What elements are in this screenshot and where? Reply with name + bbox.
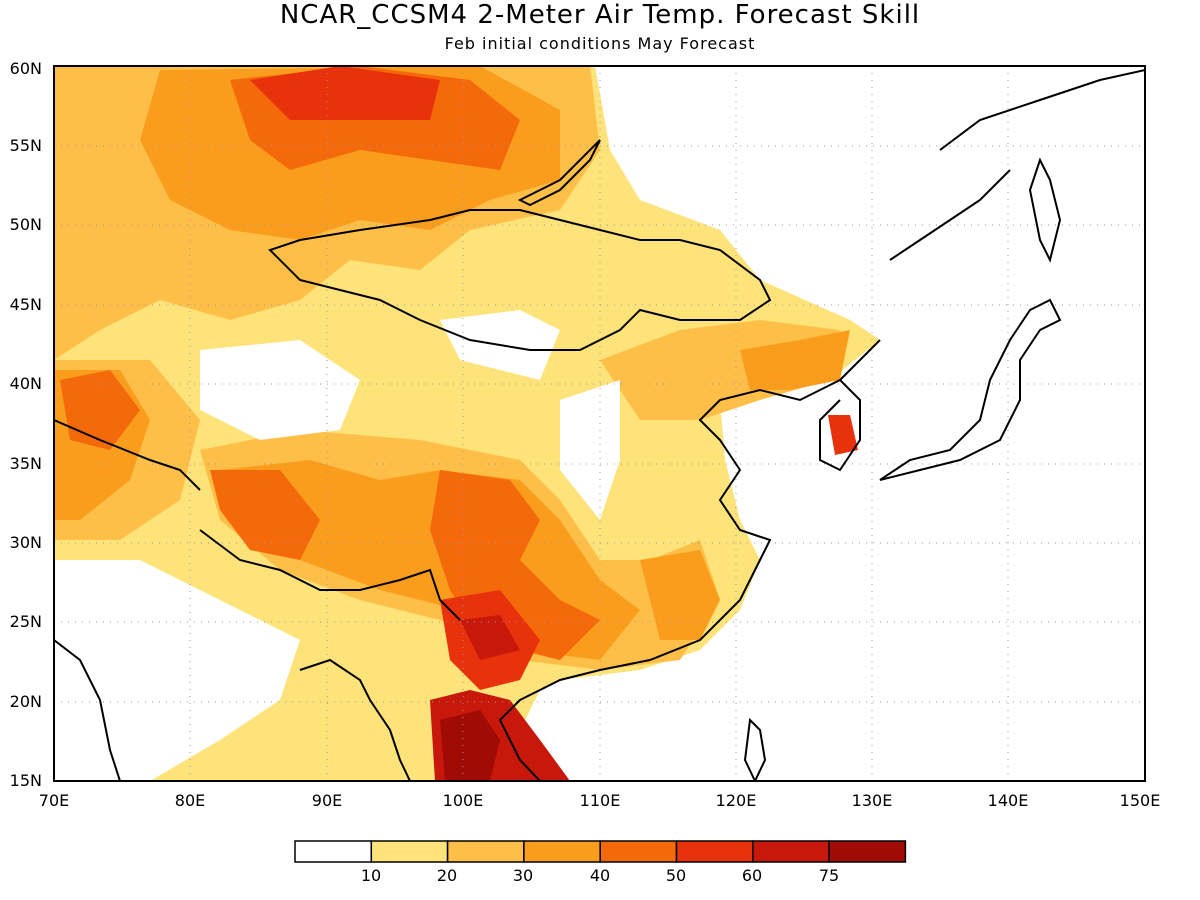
skill-region-below-10 xyxy=(200,340,360,440)
lon-tick-label: 100E xyxy=(443,791,484,810)
lon-tick-label: 120E xyxy=(716,791,757,810)
lon-tick-label: 90E xyxy=(312,791,342,810)
border-china-north xyxy=(268,209,772,351)
skill-region-75-plus xyxy=(440,710,500,781)
lon-tick-label: 70E xyxy=(39,791,69,810)
lon-tick-label: 110E xyxy=(580,791,621,810)
skill-fill-layer xyxy=(54,66,880,781)
colorbar-box xyxy=(370,840,449,863)
colorbar-box xyxy=(446,840,525,863)
skill-region-40-50 xyxy=(210,470,320,560)
coastline-india xyxy=(54,639,121,781)
lat-axis: 15N 20N 25N 30N 35N 40N 45N 50N 55N 60N xyxy=(10,59,42,790)
lon-tick-label: 150E xyxy=(1120,791,1161,810)
map-frame xyxy=(53,65,1146,782)
colorbar-box xyxy=(294,840,373,863)
coastline-bay-of-bengal xyxy=(299,658,411,781)
skill-region-below-10 xyxy=(54,560,300,781)
lat-tick-label: 50N xyxy=(10,215,42,234)
lat-tick-label: 15N xyxy=(10,771,42,790)
skill-region-60-75 xyxy=(460,615,520,660)
lon-tick-label: 80E xyxy=(175,791,205,810)
lake-baikal xyxy=(517,139,601,207)
colorbar: 10 20 30 40 50 60 75 xyxy=(294,840,907,885)
map-title: NCAR_CCSM4 2-Meter Air Temp. Forecast Sk… xyxy=(279,0,921,30)
skill-region-30-40 xyxy=(640,550,720,640)
colorbar-label: 75 xyxy=(819,866,839,885)
coastline-east-asia xyxy=(498,339,881,781)
coastline-korea xyxy=(819,379,861,472)
colorbar-label: 10 xyxy=(361,866,381,885)
coastline-taiwan xyxy=(743,717,767,781)
border-himalaya xyxy=(199,529,461,621)
lon-tick-label: 140E xyxy=(988,791,1029,810)
lon-tick-label: 130E xyxy=(852,791,893,810)
lat-tick-label: 30N xyxy=(10,533,42,552)
colorbar-label: 40 xyxy=(590,866,610,885)
lat-tick-label: 60N xyxy=(10,59,42,78)
lat-tick-label: 20N xyxy=(10,692,42,711)
lat-tick-label: 25N xyxy=(10,612,42,631)
lat-tick-label: 55N xyxy=(10,136,42,155)
lat-tick-label: 45N xyxy=(10,295,42,314)
colorbar-label: 20 xyxy=(437,866,457,885)
skill-region-30-40 xyxy=(740,330,850,390)
colorbar-box xyxy=(523,840,601,863)
skill-region-40-50 xyxy=(60,370,140,450)
colorbar-boxes xyxy=(294,840,907,863)
lat-tick-label: 35N xyxy=(10,454,42,473)
colorbar-label: 50 xyxy=(666,866,686,885)
skill-region-50-60 xyxy=(250,66,440,120)
lon-axis: 70E 80E 90E 100E 110E 120E 130E 140E 150… xyxy=(39,791,1161,810)
colorbar-label: 60 xyxy=(742,866,762,885)
border-central-asia xyxy=(54,419,201,491)
colorbar-box xyxy=(599,840,678,863)
coastline-sakhalin xyxy=(1028,157,1062,263)
colorbar-box xyxy=(752,840,830,863)
skill-region-50-60 xyxy=(828,415,858,455)
coastlines xyxy=(54,69,1145,781)
coastline-russia-far-east xyxy=(939,69,1145,151)
coastline-japan xyxy=(879,298,1062,481)
colorbar-box xyxy=(675,840,754,863)
lat-tick-label: 40N xyxy=(10,374,42,393)
colorbar-label: 30 xyxy=(513,866,533,885)
map-subtitle: Feb initial conditions May Forecast xyxy=(444,34,756,53)
colorbar-box xyxy=(828,840,907,863)
coastline-russia-far-east xyxy=(889,169,1011,261)
colorbar-labels: 10 20 30 40 50 60 75 xyxy=(361,866,839,885)
skill-region-below-10 xyxy=(560,380,620,520)
